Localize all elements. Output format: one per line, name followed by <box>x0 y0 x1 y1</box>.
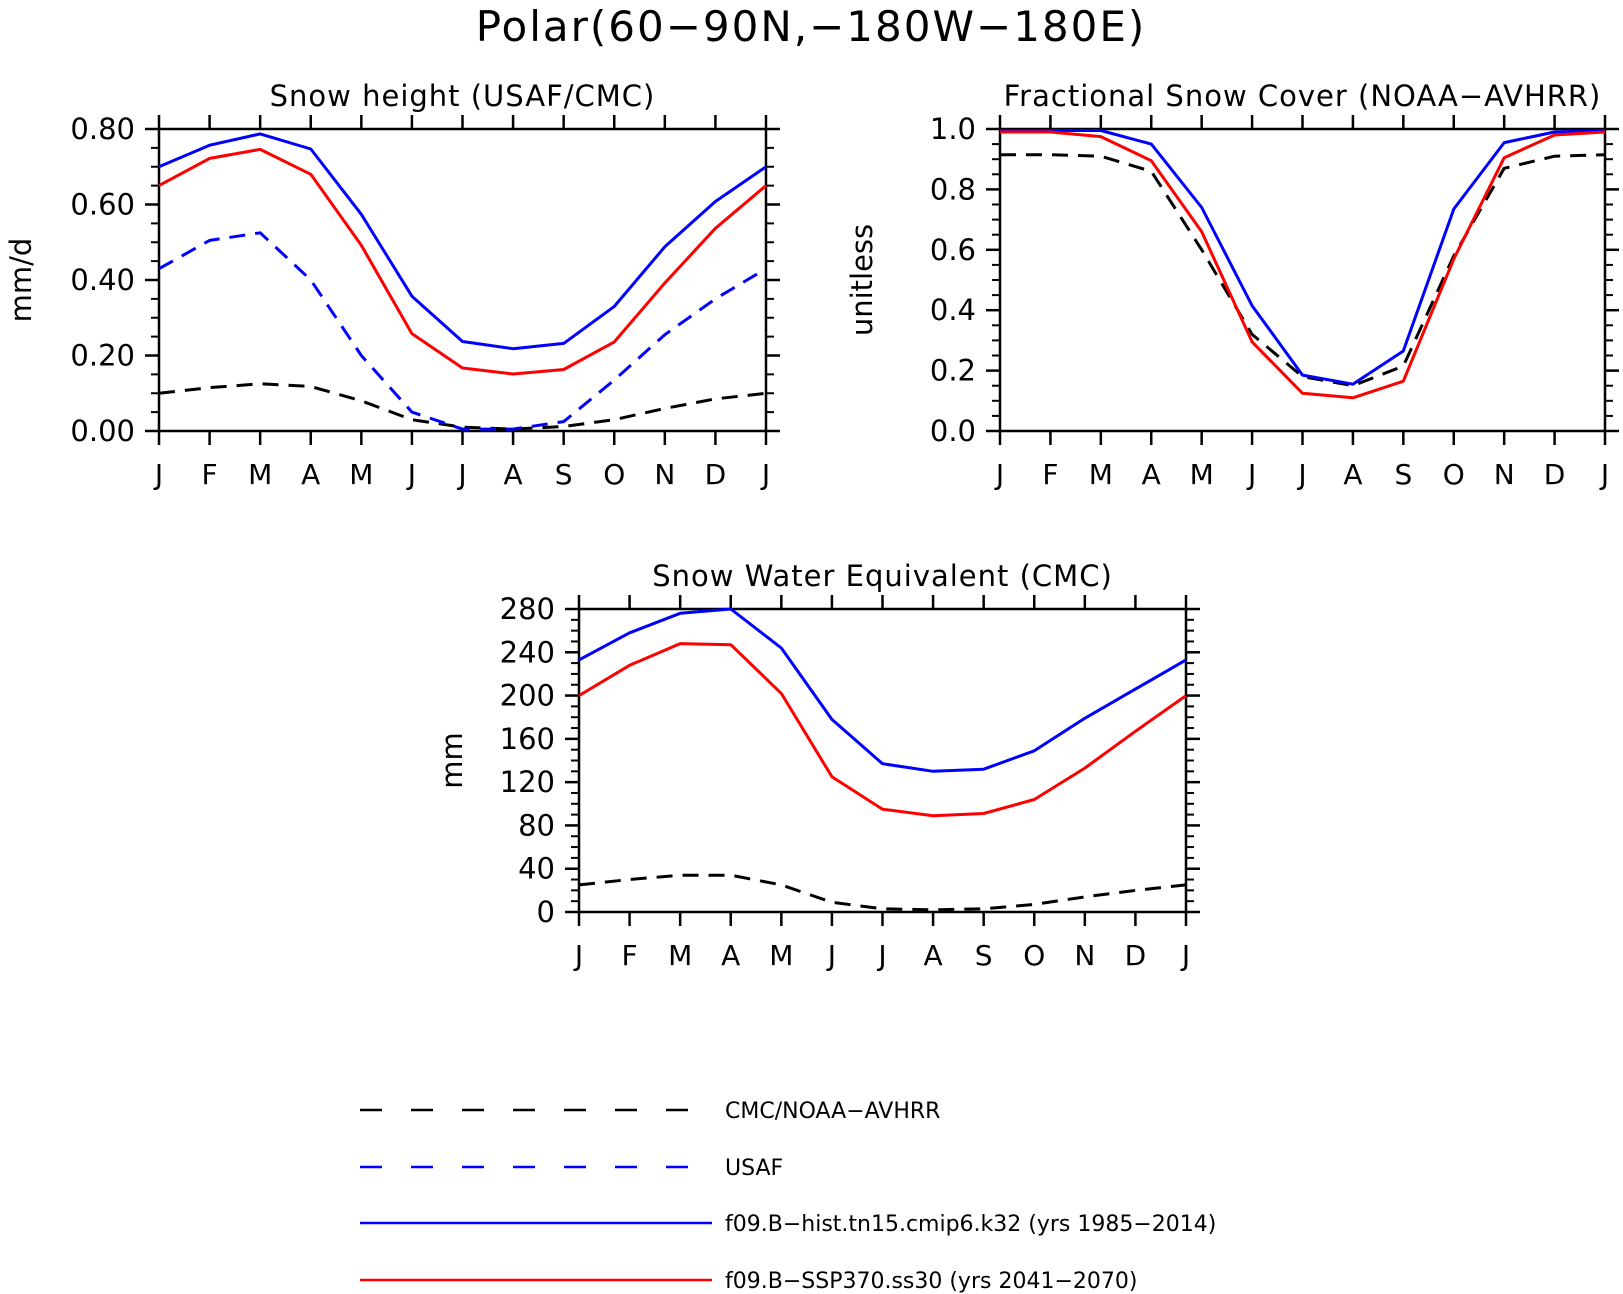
x-tick-label: M <box>1089 458 1113 491</box>
y-tick-label: 80 <box>518 808 555 842</box>
x-tick-label: F <box>622 939 638 972</box>
x-tick-label: O <box>1443 458 1465 491</box>
x-tick-label: A <box>504 458 523 491</box>
x-tick-label: N <box>1494 458 1515 491</box>
x-tick-label: J <box>1180 939 1190 972</box>
y-tick-label: 0.20 <box>70 339 135 373</box>
x-tick-label: D <box>705 458 727 491</box>
x-tick-label: A <box>721 939 740 972</box>
x-tick-label: J <box>826 939 836 972</box>
y-tick-label: 240 <box>500 635 555 669</box>
x-tick-label: M <box>769 939 793 972</box>
y-tick-label: 0.4 <box>930 293 976 327</box>
series-line-2 <box>158 231 767 431</box>
y-tick-label: 40 <box>518 852 555 886</box>
x-tick-label: M <box>668 939 692 972</box>
x-tick-label: A <box>924 939 943 972</box>
y-tick-label: 0.8 <box>930 172 976 206</box>
series-line-3 <box>578 642 1187 818</box>
x-tick-label: O <box>1023 939 1045 972</box>
series-line-3 <box>1000 130 1606 400</box>
y-tick-label: 0.0 <box>930 414 976 448</box>
plot-frame <box>998 127 1607 433</box>
x-tick-label: O <box>603 458 625 491</box>
panel-title: Snow height (USAF/CMC) <box>270 79 656 113</box>
x-tick-label: F <box>1042 458 1058 491</box>
y-tick-label: 0.60 <box>70 188 135 222</box>
series-line-3 <box>158 132 767 351</box>
y-tick-label: 0.6 <box>930 233 976 267</box>
x-tick-label: J <box>456 458 466 491</box>
x-tick-label: S <box>1394 458 1412 491</box>
chart-panel-2: J F M A M J J A S O N D J0.00.20.40.60.81.0Fractiona… <box>845 79 1619 491</box>
panel-title: Fractional Snow Cover (NOAA−AVHRR) <box>1004 79 1602 113</box>
x-tick-label: A <box>301 458 320 491</box>
x-tick-label: J <box>1246 458 1256 491</box>
x-tick-label: J <box>406 458 416 491</box>
legend-label: USAF <box>725 1156 783 1181</box>
series-line-4 <box>158 147 767 376</box>
x-tick-label: D <box>1125 939 1147 972</box>
legend-label: f09.B−SSP370.ss30 (yrs 2041−2070) <box>725 1269 1137 1294</box>
x-tick-label: J <box>153 458 163 491</box>
y-axis-label: mm/d <box>4 238 38 323</box>
legend-label: f09.B−hist.tn15.cmip6.k32 (yrs 1985−2014… <box>725 1212 1216 1237</box>
y-tick-label: 280 <box>500 592 555 626</box>
y-tick-label: 0 <box>537 895 555 929</box>
x-tick-label: M <box>1190 458 1214 491</box>
x-tick-label: M <box>349 458 373 491</box>
series-line-1 <box>578 873 1187 912</box>
y-tick-label: 120 <box>500 765 555 799</box>
y-tick-label: 0.2 <box>930 354 976 388</box>
y-axis-label: unitless <box>845 224 879 336</box>
y-tick-label: 160 <box>500 722 555 756</box>
x-tick-label: M <box>248 458 272 491</box>
y-tick-label: 200 <box>500 679 555 713</box>
series-line-1 <box>1000 153 1606 388</box>
x-tick-label: A <box>1343 458 1362 491</box>
x-tick-label: A <box>1142 458 1161 491</box>
y-tick-label: 0.00 <box>70 414 135 448</box>
x-tick-label: J <box>876 939 886 972</box>
x-tick-label: D <box>1544 458 1566 491</box>
series-line-2 <box>578 607 1187 773</box>
y-tick-label: 0.80 <box>70 112 135 146</box>
legend-label: CMC/NOAA−AVHRR <box>725 1099 940 1124</box>
x-tick-label: S <box>555 458 573 491</box>
x-tick-label: J <box>1296 458 1306 491</box>
figure-title: Polar(60−90N,−180W−180E) <box>476 2 1147 51</box>
x-tick-label: J <box>1599 458 1609 491</box>
y-tick-label: 0.40 <box>70 263 135 297</box>
series-line-2 <box>1000 129 1606 386</box>
x-tick-label: J <box>760 458 770 491</box>
x-tick-label: S <box>975 939 993 972</box>
x-tick-label: N <box>654 458 675 491</box>
x-tick-label: J <box>573 939 583 972</box>
x-tick-label: J <box>994 458 1004 491</box>
y-axis-label: mm <box>435 732 469 789</box>
series-line-1 <box>158 382 767 431</box>
legend: CMC/NOAA−AVHRR USAF f09.B−hist.tn15.cmip6.… <box>360 1099 1216 1294</box>
x-tick-label: F <box>202 458 218 491</box>
y-tick-label: 1.0 <box>930 112 976 146</box>
x-tick-label: N <box>1074 939 1095 972</box>
panel-title: Snow Water Equivalent (CMC) <box>652 559 1113 593</box>
